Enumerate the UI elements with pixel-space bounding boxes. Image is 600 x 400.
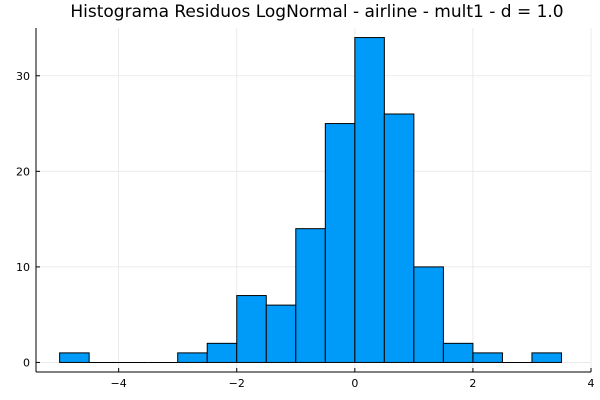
bar <box>59 352 90 363</box>
y-tick-label: 10 <box>16 261 30 274</box>
bar <box>442 342 474 363</box>
x-tick-label: 2 <box>469 377 476 390</box>
y-tick-label: 30 <box>16 70 30 83</box>
bar <box>177 352 208 363</box>
bar <box>206 342 238 363</box>
bar <box>295 228 326 363</box>
bar <box>265 304 297 363</box>
x-tick-labels: −4 −2 0 2 4 <box>111 377 595 390</box>
bar <box>354 37 385 363</box>
chart-title: Histograma Residuos LogNormal - airline … <box>70 2 563 22</box>
axes <box>35 28 592 373</box>
bar <box>531 352 562 363</box>
bar <box>324 123 356 363</box>
bars <box>59 37 562 363</box>
x-tick-label: 0 <box>351 377 358 390</box>
bar <box>383 113 415 363</box>
bar <box>472 352 503 363</box>
y-tick-label: 0 <box>23 356 30 369</box>
x-tick-label: −2 <box>229 377 245 390</box>
bar <box>413 266 444 363</box>
x-tick-label: 4 <box>588 377 595 390</box>
bar <box>236 295 267 363</box>
y-tick-labels: 0 10 20 30 <box>16 70 30 370</box>
y-tick-label: 20 <box>16 165 30 178</box>
x-tick-label: −4 <box>111 377 127 390</box>
